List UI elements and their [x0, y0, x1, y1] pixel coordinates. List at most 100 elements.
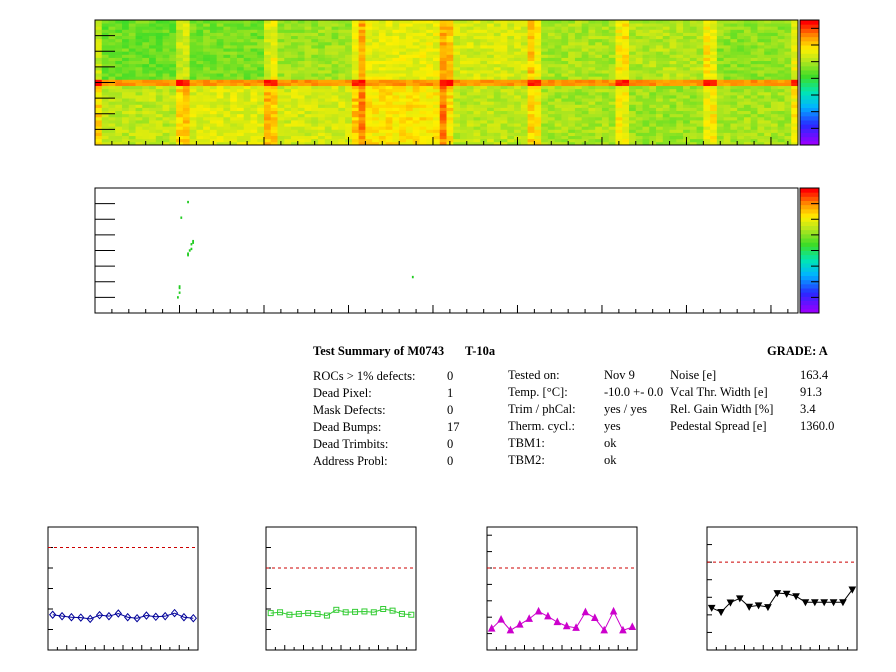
- heatmap-cell: [615, 132, 623, 137]
- heatmap-cell: [405, 45, 414, 49]
- heatmap-cell: [487, 35, 495, 40]
- heatmap-cell: [230, 129, 238, 133]
- heatmap-cell: [311, 70, 319, 74]
- heatmap-cell: [439, 132, 447, 137]
- heatmap-cell: [101, 20, 109, 24]
- heatmap-cell: [703, 35, 711, 40]
- heatmap-cell: [304, 35, 312, 40]
- heatmap-cell: [236, 85, 245, 90]
- heatmap-cell: [95, 91, 103, 96]
- heatmap-cell: [574, 45, 583, 49]
- heatmap-cell: [385, 51, 393, 55]
- heatmap-cell: [358, 32, 366, 37]
- heatmap-cell: [541, 132, 549, 137]
- colorbar-cell: [800, 74, 819, 79]
- heatmap-cell: [588, 51, 596, 55]
- heatmap-cell: [622, 26, 630, 30]
- heatmap-cell: [649, 76, 657, 80]
- heatmap-cell: [236, 54, 245, 58]
- heatmap-cell: [723, 107, 731, 112]
- heatmap-cell: [460, 82, 468, 87]
- heatmap-cell: [676, 70, 684, 74]
- heatmap-cell: [419, 54, 427, 58]
- heatmap-cell: [466, 29, 474, 33]
- heatmap-cell: [629, 20, 637, 24]
- heatmap-cell: [324, 101, 332, 105]
- heatmap-cell: [649, 123, 657, 127]
- heatmap-cell: [122, 54, 130, 58]
- heatmap-cell: [723, 57, 731, 62]
- colorbar-cell: [800, 136, 819, 142]
- heatmap-cell: [629, 70, 637, 74]
- heatmap-cell: [135, 41, 143, 46]
- heatmap-cell: [703, 88, 711, 93]
- heatmap-cell: [662, 29, 670, 33]
- heatmap-cell: [649, 54, 657, 58]
- heatmap-cell: [466, 132, 474, 137]
- heatmap-cell: [784, 85, 792, 90]
- heatmap-cell: [115, 45, 123, 49]
- heatmap-cell: [629, 135, 637, 140]
- heatmap-cell: [372, 79, 380, 83]
- heatmap-cell: [115, 85, 123, 90]
- heatmap-cell: [730, 26, 738, 30]
- heatmap-cell: [487, 54, 495, 58]
- colorbar-cell: [800, 140, 819, 146]
- heatmap-cell: [176, 120, 184, 124]
- heatmap-cell: [554, 76, 562, 80]
- heatmap-cell: [527, 20, 535, 24]
- heatmap-cell: [115, 60, 123, 65]
- heatmap-cell: [399, 41, 407, 46]
- bump-point: [178, 286, 181, 290]
- heatmap-cell: [716, 107, 725, 112]
- heatmap-cell: [581, 35, 589, 40]
- heatmap-cell: [723, 70, 731, 74]
- heatmap-cell: [750, 41, 758, 46]
- heatmap-cell: [426, 41, 434, 46]
- heatmap-cell: [223, 45, 231, 49]
- heatmap-cell: [108, 129, 116, 133]
- heatmap-cell: [635, 45, 643, 49]
- heatmap-cell: [115, 101, 123, 105]
- heatmap-cell: [534, 110, 542, 115]
- heatmap-cell: [574, 91, 583, 96]
- heatmap-cell: [561, 38, 569, 43]
- heatmap-cell: [189, 129, 197, 133]
- heatmap-cell: [284, 101, 292, 105]
- heatmap-cell: [432, 88, 441, 93]
- heatmap-cell: [777, 54, 785, 58]
- heatmap-cell: [324, 113, 332, 118]
- heatmap-cell: [750, 23, 758, 27]
- heatmap-cell: [757, 23, 765, 27]
- heatmap-cell: [128, 104, 136, 108]
- heatmap-cell: [385, 26, 393, 30]
- bump-point: [187, 252, 189, 255]
- heatmap-cell: [365, 20, 373, 24]
- heatmap-cell: [378, 35, 387, 40]
- heatmap-cell: [95, 54, 103, 58]
- heatmap-cell: [358, 95, 366, 99]
- heatmap-cell: [608, 60, 616, 65]
- heatmap-cell: [608, 23, 616, 27]
- heatmap-cell: [622, 35, 630, 40]
- heatmap-cell: [703, 85, 711, 90]
- heatmap-cell: [263, 73, 272, 77]
- heatmap-cell: [291, 126, 299, 130]
- heatmap-cell: [541, 138, 549, 143]
- heatmap-cell: [135, 66, 143, 71]
- heatmap-cell: [311, 26, 319, 30]
- heatmap-cell: [662, 63, 670, 68]
- heatmap-cell: [257, 82, 265, 87]
- heatmap-cell: [169, 129, 177, 133]
- heatmap-cell: [182, 41, 191, 46]
- heatmap-cell: [155, 60, 163, 65]
- heatmap-cell: [480, 113, 488, 118]
- heatmap-cell: [108, 60, 116, 65]
- heatmap-cell: [399, 91, 407, 96]
- heatmap-cell: [642, 82, 650, 87]
- heatmap-cell: [385, 95, 393, 99]
- heatmap-cell: [480, 60, 488, 65]
- heatmap-cell: [216, 85, 224, 90]
- heatmap-cell: [487, 85, 495, 90]
- heatmap-cell: [608, 54, 616, 58]
